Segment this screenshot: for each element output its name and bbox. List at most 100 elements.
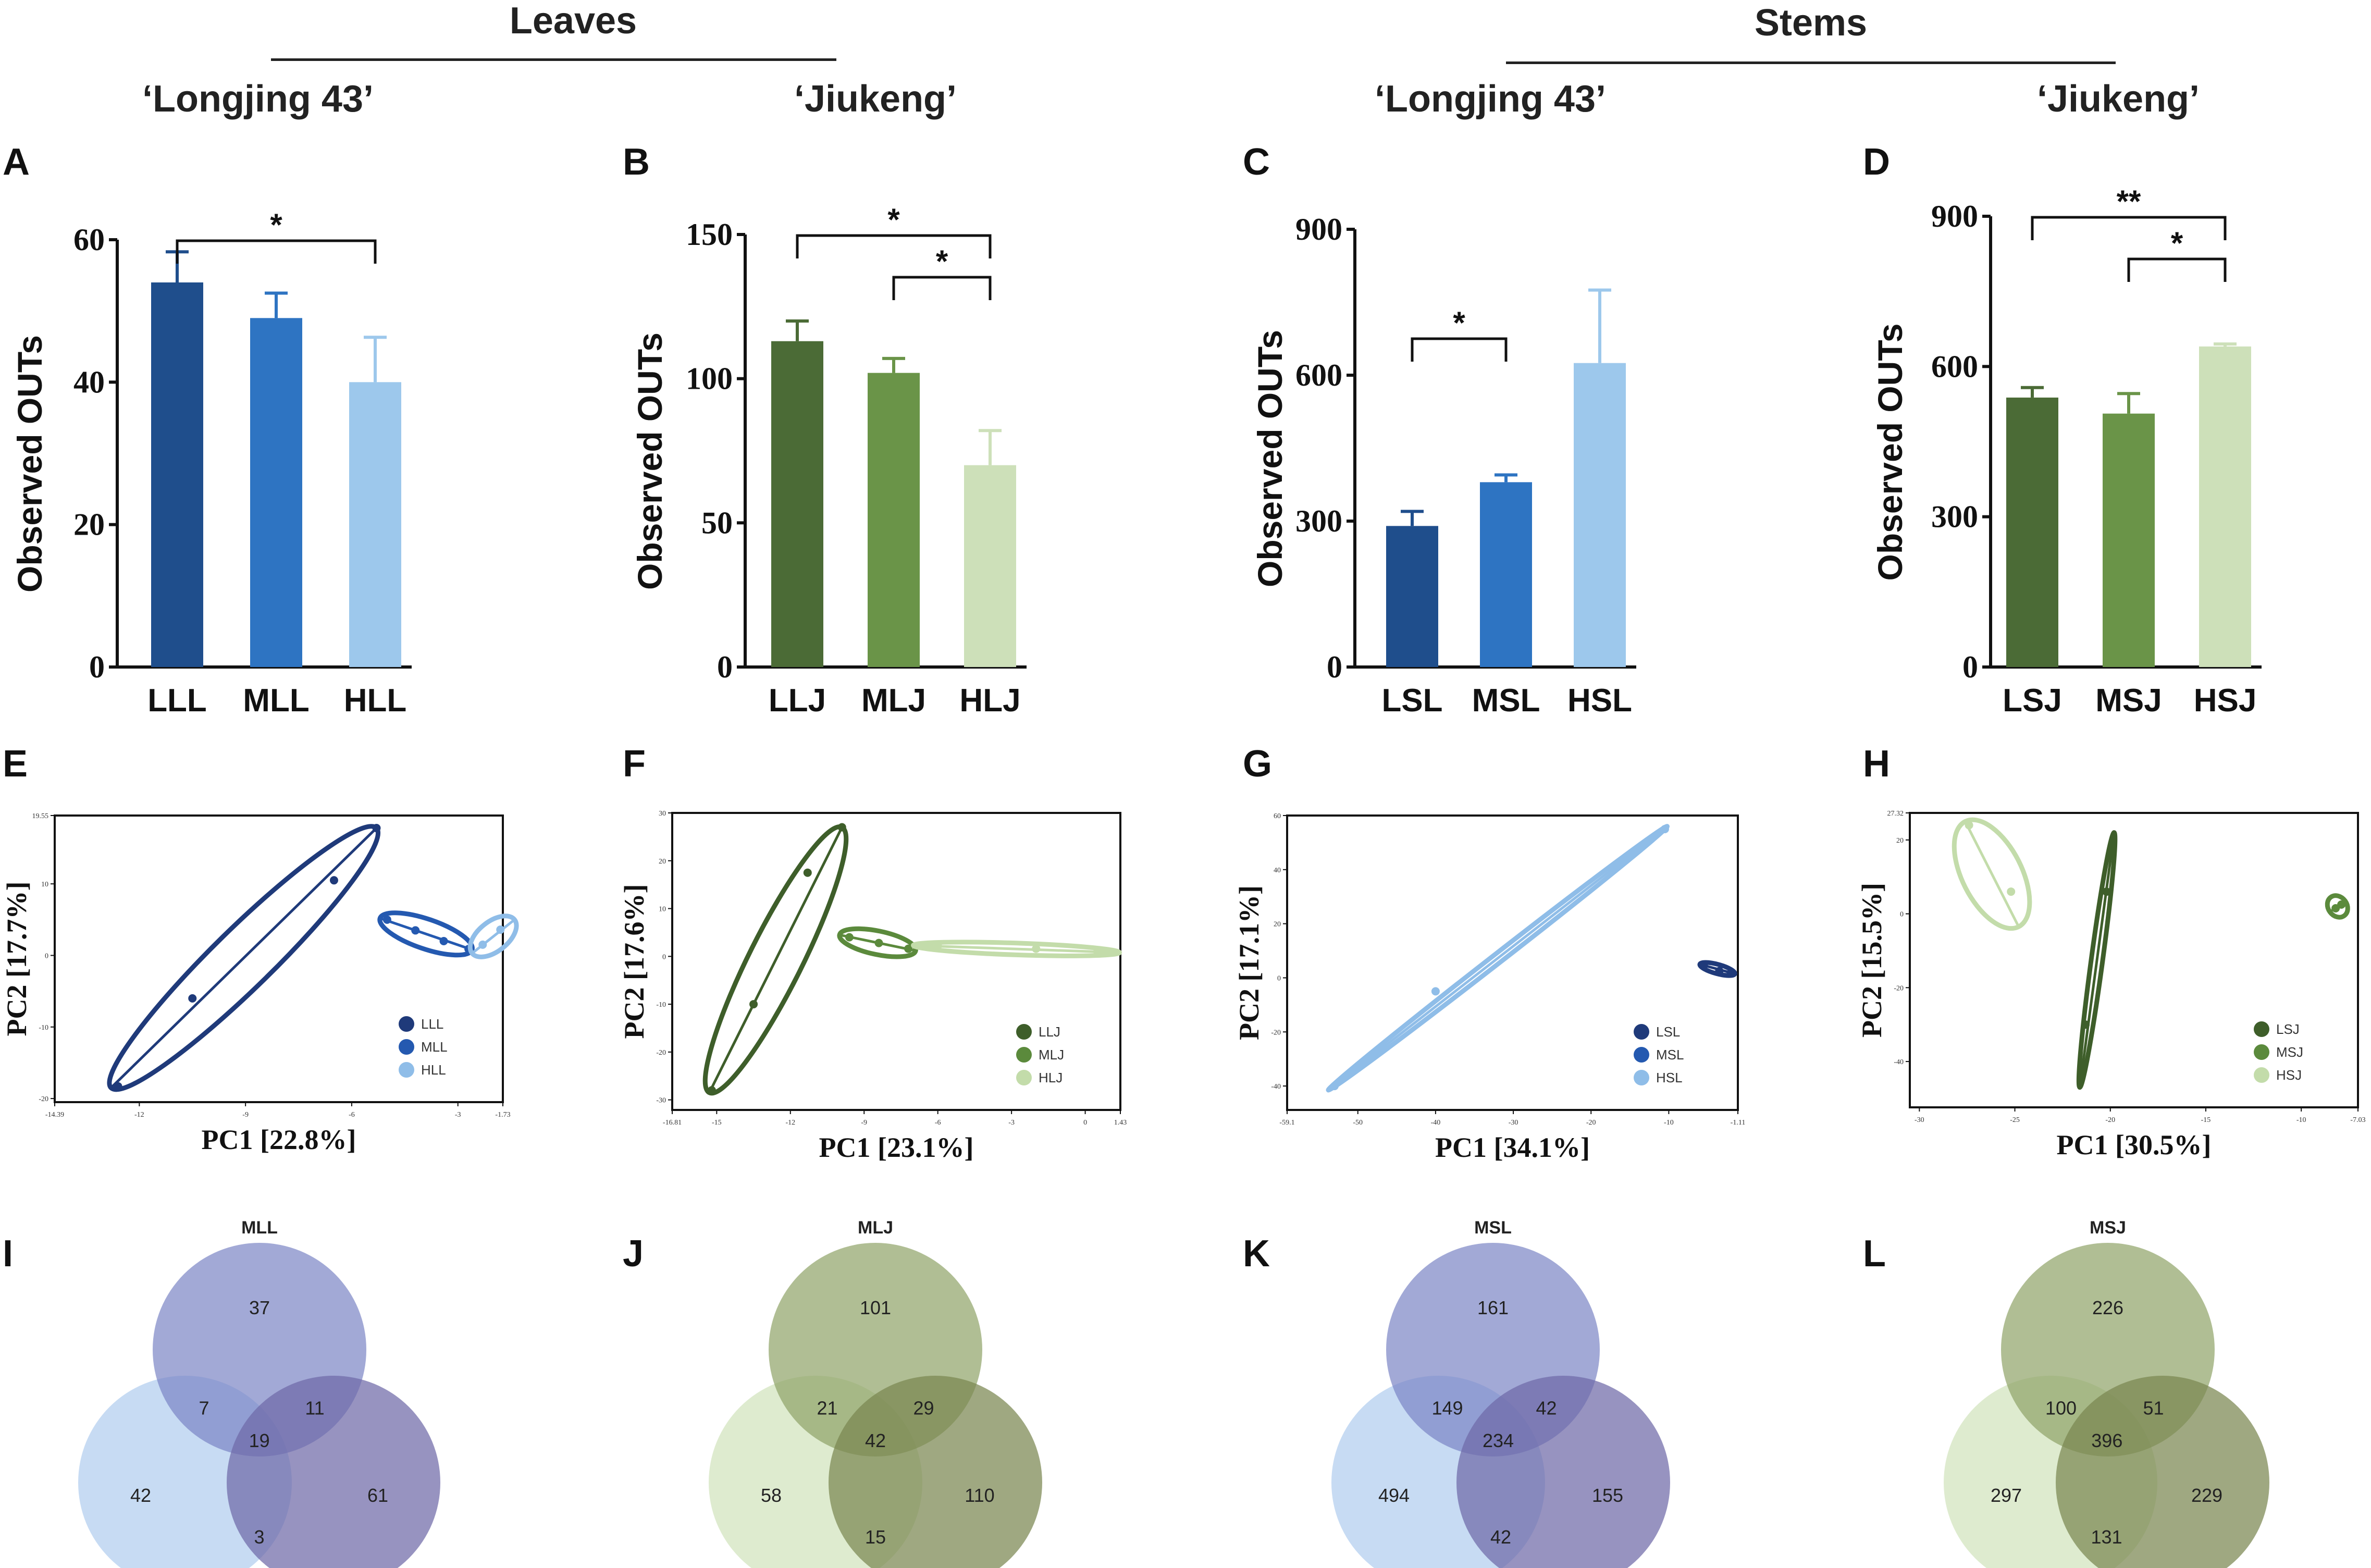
plot-frame — [54, 814, 504, 1103]
pca-plot-g: G -59.1 -50 -40 -30 -20 -10 -1.11 -40 -20 0 20 40 60 P… — [1233, 743, 1745, 1163]
panel-label: J — [623, 1233, 644, 1275]
x-tick-label: HSJ — [2194, 683, 2257, 719]
bar-hsl — [1574, 363, 1626, 667]
data-point-hlj — [1093, 947, 1102, 956]
data-point-hlj — [1032, 944, 1041, 953]
data-point-llj — [803, 868, 812, 877]
y-axis-label: Observed OUTs — [631, 332, 669, 590]
y-tick-label: 600 — [1295, 358, 1342, 392]
y-tick-label: 0 — [662, 953, 666, 961]
significance-label: * — [887, 202, 900, 237]
x-tick-label: LLJ — [769, 683, 826, 719]
x-tick-label: -10 — [2296, 1116, 2306, 1124]
region-count-right: 155 — [1592, 1485, 1623, 1506]
y-tick-label: -30 — [656, 1097, 666, 1105]
y-tick-label: 60 — [1274, 812, 1281, 820]
y-tick-label: 0 — [1327, 650, 1342, 684]
bar-hlj — [964, 465, 1016, 667]
region-count-left: 58 — [761, 1485, 782, 1506]
y-tick-label: 20 — [1896, 837, 1904, 845]
significance-label: * — [2171, 226, 2183, 261]
x-tick-label: HSL — [1567, 683, 1632, 719]
y-tick-label: 30 — [659, 810, 666, 818]
data-point-msj — [2337, 900, 2346, 909]
significance-label: * — [270, 207, 282, 242]
cultivar-label-d: ‘Jiukeng’ — [2036, 78, 2200, 120]
y-tick-label: 20 — [659, 858, 666, 866]
x-tick-label: 1.43 — [1114, 1119, 1127, 1127]
x-tick-label: MLL — [243, 683, 309, 719]
pca-plot-h: H -30 -25 -20 -15 -10 -7.03 -40 -20 0 20 27.32 PC1 [… — [1856, 743, 2366, 1160]
group-axis-hsj — [1964, 821, 2020, 928]
region-count-right: 61 — [367, 1485, 388, 1506]
y-tick-label: 300 — [1295, 504, 1342, 538]
y-axis-label: Observed OUTs — [1251, 330, 1289, 587]
y-tick-label: -40 — [1271, 1083, 1281, 1091]
data-point-mll — [411, 926, 420, 935]
cultivar-label-b: ‘Jiukeng’ — [794, 78, 957, 120]
legend-marker — [2254, 1067, 2269, 1083]
x-tick-label: -40 — [1431, 1119, 1441, 1127]
y-tick-label: 10 — [41, 881, 48, 888]
data-point-lsl — [1726, 969, 1735, 978]
y-tick-label: 50 — [701, 505, 733, 540]
region-count-top-right: 29 — [913, 1398, 934, 1419]
x-tick-label: -10 — [1664, 1119, 1674, 1127]
data-point-llj — [707, 1086, 716, 1095]
y-tick-label: 0 — [89, 650, 105, 684]
region-count-bottom: 3 — [254, 1526, 264, 1548]
region-count-top-right: 11 — [305, 1398, 324, 1419]
y-tick-label: -10 — [39, 1024, 48, 1032]
region-count-center: 19 — [249, 1430, 270, 1451]
data-point-lll — [329, 876, 338, 885]
plot-frame — [1909, 812, 2359, 1108]
bar-mlj — [868, 373, 920, 667]
y-tick-label: 0 — [1277, 974, 1281, 982]
legend-label: HSL — [1656, 1070, 1683, 1085]
significance-bracket — [2127, 257, 2227, 282]
pca-plot-f: F-16.81 -15 -12 -9 -6 -3 0 1.43-30-20-100102030… — [619, 743, 1127, 1163]
legend-marker — [1016, 1047, 1032, 1063]
y-tick-label: 20 — [1274, 921, 1281, 929]
data-point-hsj — [2007, 887, 2016, 896]
x-axis-label: PC1 [23.1%] — [819, 1132, 974, 1163]
x-tick-label: MSJ — [2095, 683, 2162, 719]
region-count-right: 110 — [965, 1485, 994, 1506]
venn-diagram-i: IMLLHLLLLL374261711319 — [3, 1218, 440, 1568]
legend-label: LLL — [421, 1016, 443, 1032]
y-axis-label: PC2 [15.5%] — [1856, 883, 1887, 1038]
cultivar-label-a: ‘Longjing 43’ — [142, 78, 374, 120]
x-tick-label: -20 — [1586, 1119, 1596, 1127]
y-axis-label: PC2 [17.1%] — [1233, 885, 1265, 1040]
y-tick-label: 900 — [1931, 199, 1978, 233]
y-tick-label: 0 — [1900, 911, 1904, 919]
group-axis-lll — [110, 827, 378, 1089]
region-count-bottom: 15 — [865, 1526, 886, 1548]
x-tick-label: -25 — [2010, 1116, 2020, 1124]
figure-header: Leaves Stems ‘Longjing 43’ ‘Jiukeng’ ‘Lo… — [0, 0, 2371, 130]
data-point-lll — [114, 1082, 122, 1091]
data-point-lsl — [1715, 967, 1724, 976]
region-count-top-left: 100 — [2045, 1398, 2077, 1419]
y-tick-label: -20 — [39, 1095, 48, 1103]
legend-marker — [1016, 1070, 1032, 1085]
pca-plot-e: E -14.39 -12 -9 -6 -3 -1.73 -20 -10 0 10 19.55 PC1 [… — [1, 743, 519, 1155]
data-point-llj — [837, 823, 846, 832]
region-count-left: 297 — [1991, 1485, 2022, 1506]
x-tick-label: -1.73 — [495, 1111, 510, 1119]
region-count-bottom: 42 — [1490, 1526, 1511, 1548]
x-tick-label: -7.03 — [2350, 1116, 2365, 1124]
data-point-mlj — [904, 944, 913, 953]
bar-lll — [151, 282, 203, 667]
x-tick-label: -12 — [134, 1111, 144, 1119]
x-tick-label: -12 — [785, 1119, 795, 1127]
panel-label: F — [623, 743, 646, 785]
y-tick-label: 19.55 — [32, 812, 49, 820]
panel-label: K — [1243, 1233, 1270, 1275]
bar-hll — [349, 382, 401, 667]
y-tick-label: -10 — [656, 1001, 666, 1009]
legend-marker — [1634, 1024, 1649, 1040]
x-tick-label: -16.81 — [663, 1119, 682, 1127]
data-point-llj — [749, 1000, 758, 1009]
significance-label: * — [936, 244, 948, 279]
